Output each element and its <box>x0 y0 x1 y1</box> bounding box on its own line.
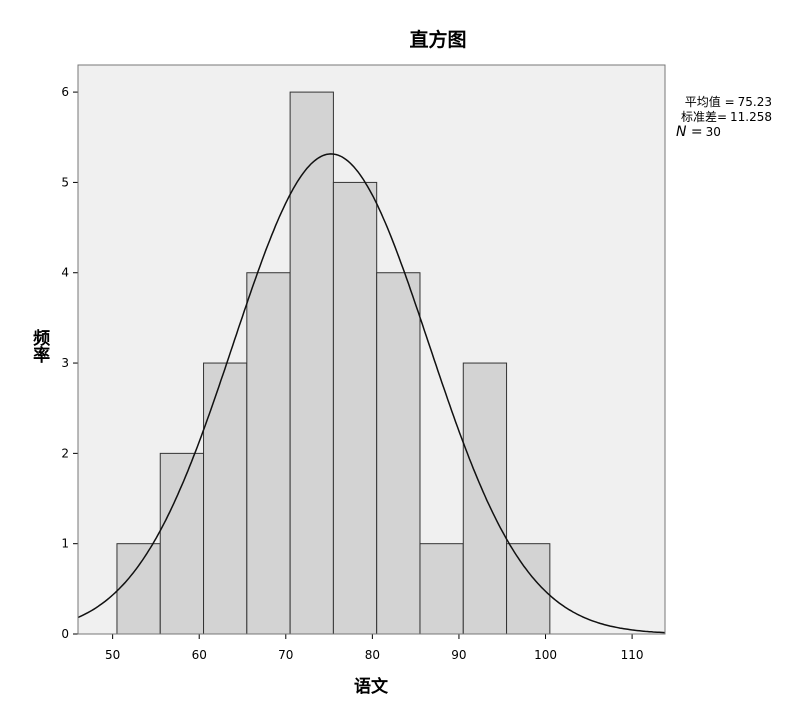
bar <box>203 362 248 635</box>
stat-value: 75.23 <box>738 95 772 109</box>
x-tick-label: 100 <box>534 648 557 662</box>
x-tick-label: 50 <box>105 648 120 662</box>
bar <box>332 181 378 635</box>
y-tick-label: 0 <box>61 627 69 641</box>
stat-label: 平均值 = <box>685 94 735 109</box>
x-tick-label: 60 <box>192 648 207 662</box>
chart-title: 直方图 <box>409 28 466 51</box>
y-tick-label: 3 <box>61 356 69 370</box>
x-tick-label: 80 <box>365 648 380 662</box>
bar <box>419 543 464 635</box>
x-tick-label: 70 <box>278 648 293 662</box>
stat-value: 11.258 <box>730 110 772 124</box>
stat: 标准差= 11.258 <box>681 110 772 124</box>
stat: N = 30 <box>676 124 721 140</box>
bar <box>376 272 421 635</box>
y-tick-label: 2 <box>61 446 69 460</box>
y-tick-label: 1 <box>61 537 69 551</box>
bar <box>289 91 334 635</box>
bar <box>462 362 508 635</box>
bar <box>116 543 161 635</box>
x-axis-label: 语文 <box>354 676 389 696</box>
plot-border <box>77 64 666 635</box>
y-tick-label: 4 <box>61 266 69 280</box>
stat-label: 标准差= <box>681 110 727 124</box>
x-tick-label: 90 <box>451 648 466 662</box>
bar <box>159 452 205 635</box>
normal-curve <box>77 153 666 634</box>
y-tick-label: 6 <box>61 85 69 99</box>
stat-value: 30 <box>706 125 721 139</box>
bar <box>246 272 291 635</box>
x-tick-label: 110 <box>621 648 644 662</box>
y-axis-label: 频率 <box>30 328 50 364</box>
stat-label: N = <box>676 124 703 140</box>
y-tick-label: 5 <box>61 175 69 189</box>
stat: 平均值 = 75.23 <box>685 94 772 109</box>
